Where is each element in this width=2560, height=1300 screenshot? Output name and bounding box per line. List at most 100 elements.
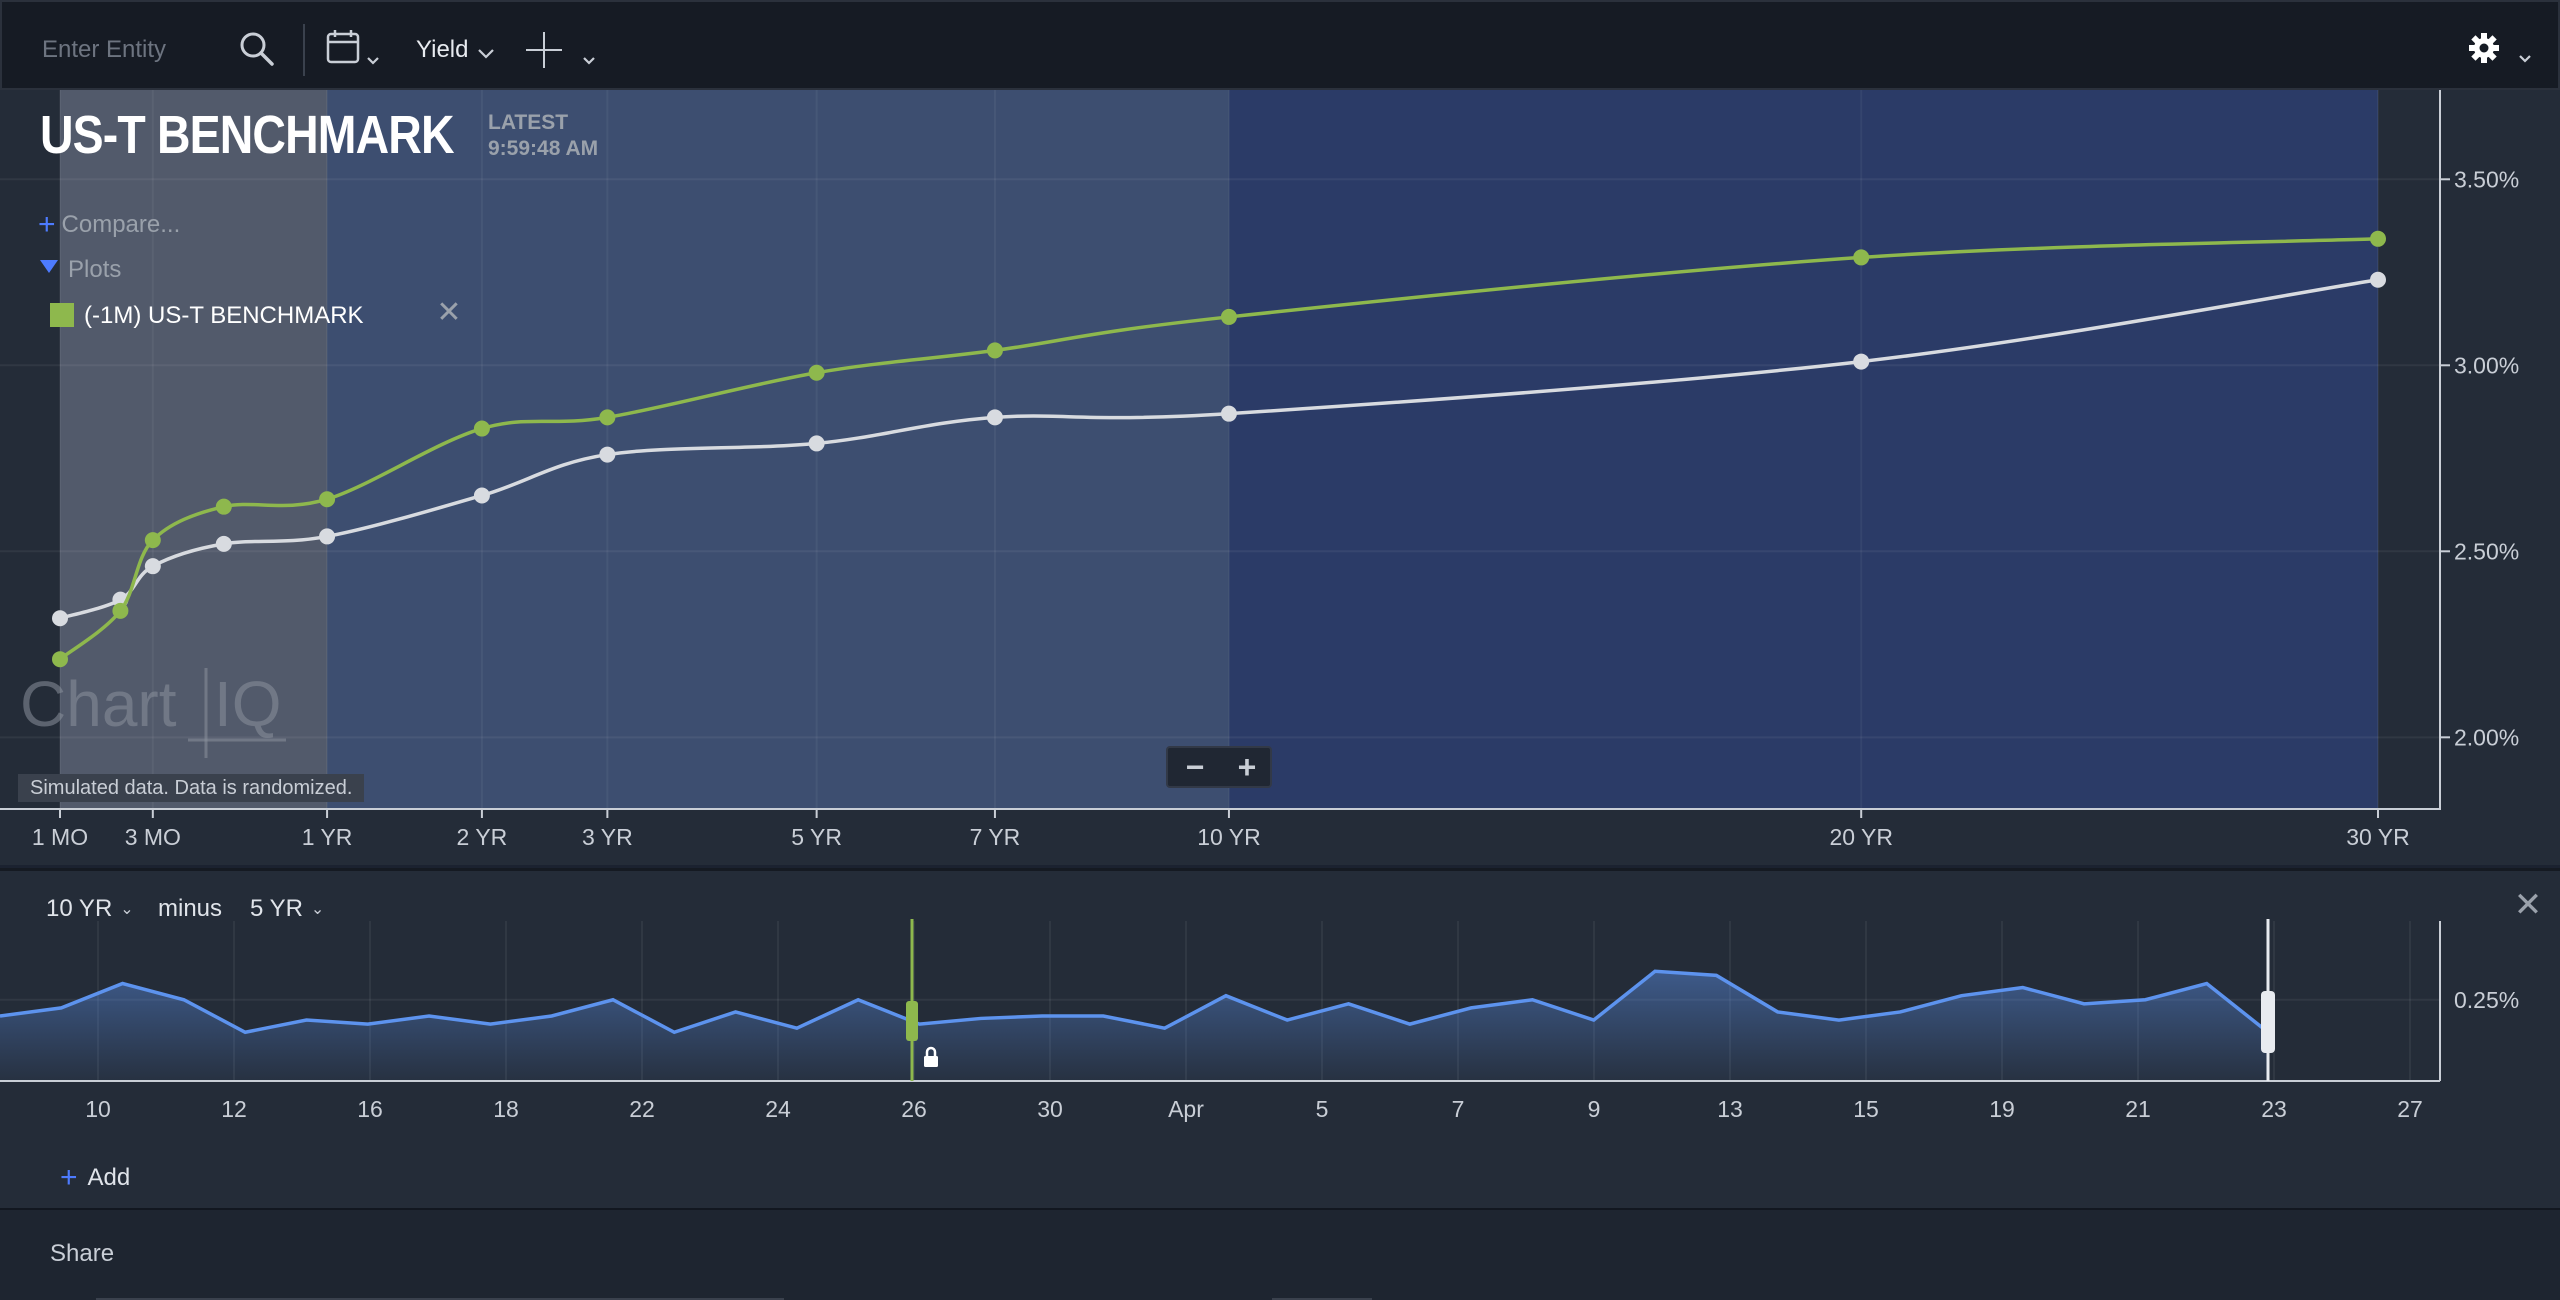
series-0-point-0 (52, 610, 68, 627)
series-0-point-9 (1220, 405, 1237, 422)
plus-icon: + (38, 208, 56, 241)
series-1-point-9 (1220, 308, 1237, 325)
yield-curve-svg: 2.00% 2.50% 3.00% 3.50% 1 MO 3 MO 1 YR 2 YR 3 YR… (0, 90, 2519, 850)
series-0-point-3 (215, 535, 232, 552)
series-1-point-8 (986, 342, 1003, 359)
study-x-tick-label: Apr (1168, 1096, 1204, 1122)
y-tick-label: 2.00% (2454, 724, 2519, 750)
chartiq-logo: Chart IQ (20, 668, 286, 758)
series-label: (-1M) US-T BENCHMARK (84, 302, 364, 329)
chevron-down-icon[interactable] (476, 46, 496, 60)
study-left-label: 10 YR (46, 895, 113, 922)
series-1-point-10 (1853, 249, 1870, 266)
shaded-range-1 (327, 90, 1229, 808)
close-study-button[interactable]: ✕ (2513, 886, 2543, 924)
lock-icon (924, 1046, 938, 1067)
x-tick-label: 5 YR (791, 824, 842, 850)
study-x-tick-label: 23 (2261, 1096, 2287, 1122)
study-operator: minus (158, 895, 223, 922)
study-x-tick-label: 30 (1037, 1096, 1063, 1122)
study-x-tick-label: 15 (1853, 1096, 1879, 1122)
study-x-tick-label: 9 (1588, 1096, 1601, 1122)
share-button[interactable]: Share (50, 1240, 115, 1267)
study-left-tenor-select[interactable]: 10 YR ⌄ (46, 895, 134, 923)
x-tick-label: 2 YR (457, 824, 508, 850)
series-0-point-6 (599, 446, 616, 463)
entity-input[interactable] (42, 30, 222, 70)
series-1-point-6 (599, 409, 616, 426)
study-area-fill (0, 971, 2268, 1081)
crosshair-icon[interactable] (524, 30, 596, 74)
study-x-tick-label: 7 (1452, 1096, 1465, 1122)
plots-toggle[interactable]: Plots (40, 256, 121, 284)
svg-text:IQ: IQ (214, 668, 282, 740)
series-1-point-1 (112, 602, 129, 619)
y-tick-label: 3.50% (2454, 166, 2519, 192)
study-area-line (0, 969, 2270, 1035)
x-tick-label: 10 YR (1197, 824, 1261, 850)
calendar-icon[interactable] (324, 28, 388, 72)
study-x-tick-label: 27 (2397, 1096, 2423, 1122)
spread-study-panel: 0.25% 10 12 16 18 22 24 26 30 Apr 5 7 9 13 15 19 21 23 27 … (0, 868, 2560, 1208)
series-1-point-0 (52, 651, 68, 668)
add-label: Add (87, 1164, 131, 1191)
shaded-range-0 (60, 90, 328, 808)
y-tick-label: 3.00% (2454, 352, 2519, 378)
footer-scroll-track (96, 1298, 784, 1300)
series-0-point-10 (1853, 353, 1870, 370)
toolbar: Yield (0, 0, 2560, 90)
latest-label: LATEST (488, 111, 569, 134)
series-0-point-2 (144, 558, 161, 575)
simulated-data-note: Simulated data. Data is randomized. (18, 774, 365, 802)
study-x-tick-label: 10 (85, 1096, 111, 1122)
shaded-range-2 (1228, 90, 2378, 808)
series-0-point-11 (2370, 271, 2386, 288)
footer: Share (0, 1208, 2560, 1300)
series-0-point-4 (319, 528, 336, 545)
plots-label: Plots (68, 256, 122, 283)
series-1-point-11 (2370, 230, 2386, 247)
gear-icon[interactable] (2464, 30, 2536, 70)
study-x-tick-label: 26 (901, 1096, 927, 1122)
lock-body (924, 1056, 938, 1067)
study-x-tick-label: 24 (765, 1096, 791, 1122)
toolbar-separator (303, 24, 305, 76)
study-right-label: 5 YR (250, 895, 303, 922)
series-0-point-7 (808, 435, 825, 452)
compare-label: Compare... (61, 211, 181, 238)
x-tick-label: 3 YR (582, 824, 633, 850)
chart-title: US-T BENCHMARK (40, 105, 454, 165)
study-x-tick-label: 18 (493, 1096, 519, 1122)
series-0-point-5 (473, 487, 490, 504)
study-x-tick-label: 5 (1316, 1096, 1329, 1122)
x-tick-label: 7 YR (970, 824, 1021, 850)
study-x-tick-label: 22 (629, 1096, 655, 1122)
zoom-controls: − + (1166, 746, 1272, 788)
study-x-tick-label: 21 (2125, 1096, 2151, 1122)
search-icon[interactable] (238, 30, 276, 68)
add-study-button[interactable]: + Add (60, 1161, 130, 1195)
footer-scroll-thumb[interactable] (1272, 1298, 1372, 1300)
plus-icon: + (60, 1161, 78, 1194)
triangle-down-icon (40, 260, 58, 273)
study-right-tenor-select[interactable]: 5 YR ⌄ (250, 895, 324, 923)
spread-study-svg: 0.25% 10 12 16 18 22 24 26 30 Apr 5 7 9 13 15 19 21 23 27 (0, 919, 2519, 1122)
x-tick-label: 1 YR (302, 824, 353, 850)
x-tick-label: 20 YR (1829, 824, 1893, 850)
zoom-in-button[interactable]: + (1237, 749, 1257, 785)
series-swatch (50, 303, 74, 327)
svg-text:Chart: Chart (20, 668, 177, 740)
yield-select[interactable]: Yield (416, 36, 469, 63)
study-y-tick-label: 0.25% (2454, 987, 2519, 1013)
series-1-point-7 (808, 364, 825, 381)
chevron-down-icon: ⌄ (310, 901, 325, 918)
yield-curve-chart[interactable]: 2.00% 2.50% 3.00% 3.50% 1 MO 3 MO 1 YR 2 YR 3 YR… (0, 90, 2560, 865)
zoom-out-button[interactable]: − (1185, 749, 1205, 785)
x-tick-label: 30 YR (2346, 824, 2410, 850)
compare-button[interactable]: + Compare... (38, 208, 180, 242)
remove-series-button[interactable]: ✕ (436, 296, 462, 329)
study-x-tick-label: 12 (221, 1096, 247, 1122)
series-0-point-8 (986, 409, 1003, 426)
study-x-tick-label: 13 (1717, 1096, 1743, 1122)
